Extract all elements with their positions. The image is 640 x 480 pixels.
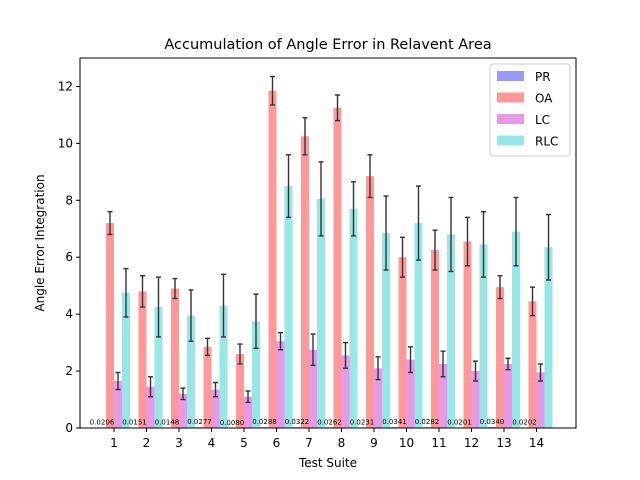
- data-label-pr-13: 0.0340: [480, 418, 505, 426]
- legend-label-rlc: RLC: [535, 135, 558, 149]
- data-label-pr-7: 0.0322: [285, 418, 310, 426]
- bar-lc-2: [146, 386, 155, 428]
- bar-lc-4: [211, 389, 220, 428]
- legend-swatch-oa: [497, 92, 524, 103]
- bar-lc-14: [536, 372, 545, 428]
- bar-rlc-7: [317, 198, 325, 428]
- data-label-pr-5: 0.0080: [220, 419, 245, 427]
- data-label-pr-4: 0.0277: [187, 418, 212, 426]
- bar-lc-10: [406, 359, 415, 428]
- y-tick-label-10: 10: [58, 136, 73, 150]
- x-axis-label: Test Suite: [298, 456, 357, 470]
- error-bars-layer: [107, 75, 551, 404]
- y-axis: 0 2 4 6 8 10 12: [58, 79, 80, 435]
- bar-rlc-13: [512, 231, 520, 428]
- bar-rlc-6: [284, 186, 293, 428]
- x-tick-label-1: 1: [110, 436, 118, 450]
- data-label-pr-9: 0.0231: [350, 418, 375, 426]
- bar-rlc-8: [349, 208, 358, 428]
- data-label-pr-6: 0.0288: [252, 418, 277, 426]
- legend-label-oa: OA: [535, 92, 553, 106]
- legend-label-pr: PR: [535, 70, 551, 84]
- bar-oa-7: [301, 136, 309, 428]
- bar-oa-9: [366, 176, 374, 428]
- bar-lc-11: [439, 363, 447, 428]
- bars-layer: [98, 90, 553, 429]
- bar-rlc-5: [252, 321, 260, 428]
- bar-lc-6: [276, 341, 285, 428]
- x-tick-label-8: 8: [338, 436, 346, 450]
- bar-rlc-9: [382, 233, 390, 428]
- legend-swatch-lc: [497, 114, 524, 124]
- legend-swatch-rlc: [497, 135, 524, 146]
- bar-rlc-4: [219, 305, 228, 428]
- data-label-pr-8: 0.0262: [317, 418, 342, 426]
- x-tick-label-13: 13: [496, 436, 511, 450]
- bar-rlc-12: [479, 244, 488, 428]
- legend-label-lc: LC: [535, 113, 550, 127]
- bar-labels-layer: 0.0206 0.0151 0.0148 0.0277 0.0080 0.0288 0.03…: [90, 418, 537, 427]
- bar-oa-14: [528, 301, 537, 428]
- bar-rlc-1: [122, 292, 130, 428]
- bar-lc-13: [504, 363, 512, 428]
- legend-swatch-pr: [497, 71, 524, 81]
- bar-lc-5: [244, 396, 252, 428]
- bar-oa-6: [268, 90, 277, 428]
- bar-lc-3: [179, 393, 187, 428]
- bar-oa-11: [431, 250, 439, 428]
- bar-lc-12: [471, 371, 480, 428]
- bar-oa-12: [463, 241, 472, 428]
- x-tick-label-12: 12: [464, 436, 479, 450]
- data-label-pr-12: 0.0201: [447, 418, 472, 426]
- bar-rlc-3: [187, 315, 195, 428]
- bar-oa-2: [138, 291, 147, 428]
- data-label-pr-14: 0.0202: [512, 418, 537, 426]
- plot-frame: [79, 57, 577, 429]
- x-tick-label-5: 5: [240, 436, 248, 450]
- bar-rlc-10: [414, 223, 423, 428]
- bar-lc-9: [374, 368, 382, 428]
- x-tick-label-7: 7: [305, 436, 313, 450]
- x-tick-label-6: 6: [273, 436, 281, 450]
- data-label-pr-3: 0.0148: [155, 419, 180, 427]
- legend: PR OA LC RLC: [489, 63, 571, 157]
- bar-rlc-2: [154, 307, 163, 428]
- bar-oa-5: [236, 354, 244, 428]
- x-tick-label-11: 11: [431, 436, 446, 450]
- y-axis-label: Angle Error Integration: [33, 174, 47, 311]
- bar-oa-13: [496, 287, 504, 428]
- data-label-pr-2: 0.0151: [122, 419, 147, 427]
- y-tick-label-12: 12: [58, 79, 73, 93]
- legend-box: [489, 63, 571, 157]
- chart-title: Accumulation of Angle Error in Relavent …: [164, 37, 491, 53]
- bar-rlc-14: [544, 247, 553, 428]
- data-label-pr-11: 0.0282: [415, 418, 440, 426]
- data-label-pr-10: 0.0341: [382, 418, 407, 426]
- y-tick-label-8: 8: [65, 193, 73, 207]
- bar-oa-10: [398, 257, 407, 428]
- x-tick-label-9: 9: [370, 436, 378, 450]
- bar-lc-7: [309, 349, 317, 428]
- bar-oa-1: [106, 223, 114, 428]
- bar-oa-8: [333, 107, 342, 429]
- data-label-pr-1: 0.0206: [90, 418, 115, 426]
- bar-lc-1: [114, 381, 122, 428]
- bar-rlc-11: [447, 234, 455, 428]
- bar-lc-8: [341, 355, 350, 428]
- x-tick-label-2: 2: [143, 436, 151, 450]
- x-tick-label-14: 14: [529, 436, 544, 450]
- bar-oa-3: [171, 288, 179, 428]
- bar-oa-4: [203, 346, 212, 428]
- y-tick-label-0: 0: [65, 421, 73, 435]
- x-tick-label-4: 4: [208, 436, 216, 450]
- y-tick-label-4: 4: [65, 307, 73, 321]
- x-axis: 1 2 3 4 5 6 7 8 9 10 11 12 13 14: [110, 428, 544, 450]
- y-tick-label-6: 6: [65, 250, 73, 264]
- x-tick-label-3: 3: [175, 436, 183, 450]
- y-tick-label-2: 2: [65, 364, 73, 378]
- x-tick-label-10: 10: [399, 436, 414, 450]
